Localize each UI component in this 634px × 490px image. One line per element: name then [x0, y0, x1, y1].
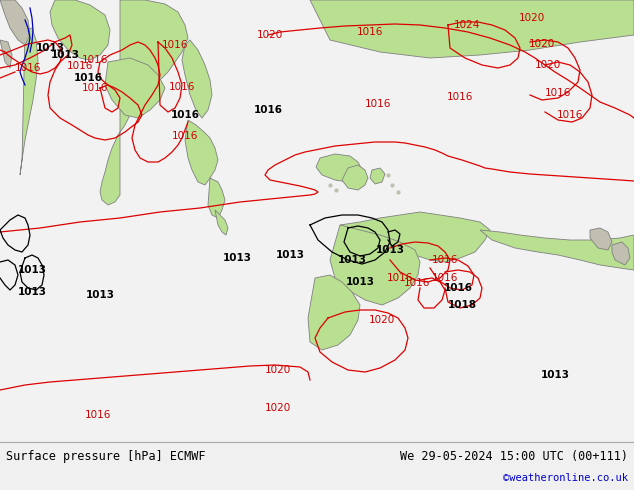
Text: 1016: 1016: [404, 278, 430, 288]
Polygon shape: [50, 0, 110, 60]
Text: 1016: 1016: [85, 410, 111, 420]
Text: We 29-05-2024 15:00 UTC (00+111): We 29-05-2024 15:00 UTC (00+111): [400, 449, 628, 463]
Text: 1016: 1016: [67, 61, 93, 71]
Text: 1016: 1016: [387, 273, 413, 283]
Text: 1016: 1016: [254, 105, 283, 115]
Text: 1020: 1020: [519, 13, 545, 23]
Text: 1018: 1018: [448, 300, 477, 310]
Polygon shape: [310, 0, 634, 58]
Text: 1013: 1013: [337, 255, 366, 265]
Polygon shape: [370, 168, 385, 184]
Text: 1016: 1016: [82, 83, 108, 93]
Polygon shape: [340, 212, 490, 262]
Text: 1013: 1013: [346, 277, 375, 287]
Text: 1013: 1013: [541, 370, 569, 380]
Polygon shape: [20, 28, 38, 175]
Polygon shape: [0, 40, 12, 68]
Text: 1016: 1016: [432, 255, 458, 265]
Text: 1020: 1020: [529, 39, 555, 49]
Text: 1020: 1020: [369, 315, 395, 325]
Text: 1020: 1020: [265, 403, 291, 413]
Text: 1013: 1013: [276, 250, 304, 260]
Text: 1020: 1020: [257, 30, 283, 40]
Text: 1016: 1016: [444, 283, 472, 293]
Text: 1013: 1013: [36, 43, 65, 53]
Text: 1013: 1013: [18, 287, 46, 297]
Text: 1013: 1013: [51, 50, 79, 60]
Text: ©weatheronline.co.uk: ©weatheronline.co.uk: [503, 473, 628, 483]
Text: 1016: 1016: [365, 99, 391, 109]
Text: 1016: 1016: [432, 273, 458, 283]
Text: 1013: 1013: [223, 253, 252, 263]
Polygon shape: [208, 178, 225, 218]
Text: 1016: 1016: [74, 73, 103, 83]
Text: 1013: 1013: [86, 290, 115, 300]
Text: 1016: 1016: [162, 40, 188, 50]
Text: 1013: 1013: [375, 245, 404, 255]
Polygon shape: [0, 0, 30, 45]
Polygon shape: [185, 120, 218, 185]
Text: 1024: 1024: [454, 20, 480, 30]
Polygon shape: [105, 58, 165, 118]
Text: 1016: 1016: [15, 63, 41, 73]
Polygon shape: [100, 0, 188, 205]
Polygon shape: [480, 230, 634, 270]
Polygon shape: [215, 210, 228, 235]
Text: 1020: 1020: [265, 365, 291, 375]
Text: 1016: 1016: [169, 82, 195, 92]
Text: 1020: 1020: [535, 60, 561, 70]
Text: 1016: 1016: [171, 110, 200, 120]
Text: 1013: 1013: [18, 265, 46, 275]
Text: 1016: 1016: [447, 92, 473, 102]
Polygon shape: [182, 40, 212, 118]
Polygon shape: [590, 228, 612, 250]
Text: 1016: 1016: [172, 131, 198, 141]
Polygon shape: [308, 275, 360, 350]
Polygon shape: [330, 225, 420, 305]
Polygon shape: [342, 165, 368, 190]
Polygon shape: [612, 242, 630, 265]
Text: 1016: 1016: [557, 110, 583, 120]
Text: Surface pressure [hPa] ECMWF: Surface pressure [hPa] ECMWF: [6, 449, 205, 463]
Text: 1016: 1016: [545, 88, 571, 98]
Text: 1016: 1016: [82, 55, 108, 65]
Polygon shape: [316, 154, 362, 182]
Text: 1016: 1016: [357, 27, 383, 37]
